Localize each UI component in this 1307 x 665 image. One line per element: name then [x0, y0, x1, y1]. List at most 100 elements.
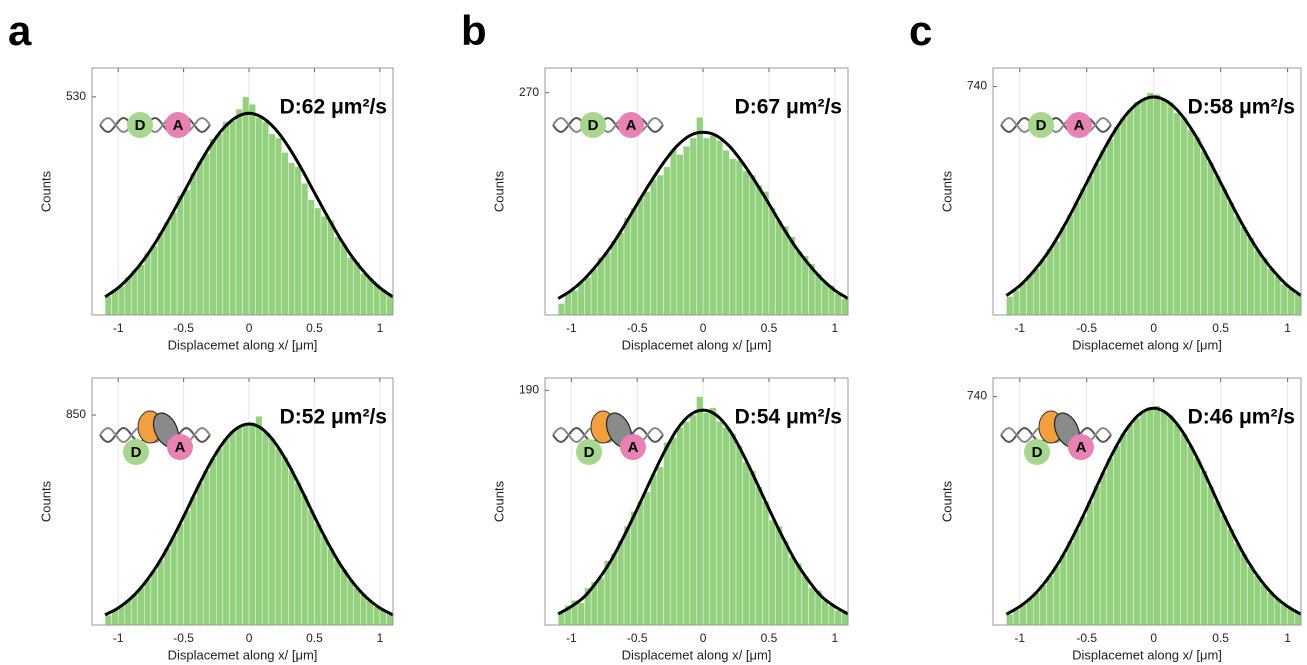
y-axis-label: Counts [38, 480, 53, 522]
acceptor-label: A [173, 117, 184, 134]
bar [209, 458, 217, 626]
x-tick-label: 0.5 [1212, 631, 1229, 645]
bar [1280, 604, 1288, 626]
bar [1073, 529, 1081, 626]
helix-strand [1000, 116, 1112, 134]
bar [597, 257, 605, 316]
bar [623, 526, 631, 626]
bar [196, 482, 204, 626]
bar [775, 220, 783, 316]
bar [755, 486, 763, 626]
bar [557, 303, 565, 316]
donor-label: D [135, 117, 146, 134]
bar [1126, 424, 1134, 626]
bar [222, 121, 230, 316]
x-tick-label: 0 [246, 631, 253, 645]
x-tick-label: 1 [377, 321, 384, 335]
donor-label: D [131, 444, 142, 461]
bar [637, 197, 645, 316]
bar [669, 437, 677, 626]
bar [327, 548, 335, 626]
plot-frame [544, 377, 849, 626]
bar [1274, 276, 1282, 316]
bar [571, 290, 579, 316]
bar [137, 264, 145, 316]
bar [1079, 188, 1087, 316]
x-tick-label: 0 [246, 321, 253, 335]
bar [196, 161, 204, 316]
x-tick-label: -1 [566, 321, 577, 335]
x-tick-label: 0 [1150, 321, 1157, 335]
bar [1140, 411, 1148, 626]
x-tick-label: -1 [113, 631, 124, 645]
bar [604, 252, 612, 316]
bar [1053, 240, 1061, 316]
donor [127, 112, 153, 138]
plot-frame [91, 67, 394, 316]
bar [255, 416, 263, 626]
x-tick-label: 0 [700, 631, 707, 645]
bar [137, 587, 145, 626]
bar [709, 407, 717, 626]
bar [676, 154, 684, 316]
y-axis-label: Counts [491, 480, 506, 522]
x-axis-label: Displacemet along x/ [μm] [622, 647, 772, 662]
bar [1200, 151, 1208, 316]
bar [1253, 249, 1262, 316]
bar [610, 240, 618, 316]
bar [702, 412, 710, 626]
bar [176, 523, 184, 626]
donor-label: D [588, 117, 599, 134]
bar [1026, 598, 1034, 626]
bar [353, 262, 361, 316]
x-tick-label: -0.5 [173, 321, 194, 335]
y-tick-label: 740 [967, 79, 987, 93]
bar [1126, 109, 1134, 316]
helix-strand [99, 116, 211, 134]
bar [1227, 202, 1235, 316]
donor [1028, 112, 1054, 138]
bar [748, 174, 756, 316]
bar [301, 495, 309, 626]
bar [722, 427, 730, 626]
bar [1032, 592, 1041, 626]
bar [1193, 137, 1201, 316]
bar [157, 560, 165, 626]
annotation: D:58 μm²/s [1188, 96, 1295, 119]
fit-curve [104, 111, 394, 299]
bar [360, 273, 368, 316]
bar [834, 293, 842, 316]
bar [1267, 268, 1275, 316]
bar [828, 605, 836, 626]
bar [261, 432, 269, 626]
bar [841, 298, 849, 316]
fit-curve [1005, 95, 1302, 297]
bar [1140, 98, 1148, 316]
bar [1207, 161, 1215, 316]
bar [346, 579, 354, 626]
x-tick-label: 1 [831, 321, 838, 335]
bar [176, 195, 184, 316]
bar [656, 174, 664, 316]
bar [808, 587, 816, 626]
donor-label: D [1032, 444, 1043, 461]
panel-label: c [909, 7, 932, 54]
bar [1253, 575, 1262, 626]
bar [104, 614, 112, 626]
donor-label: D [1036, 117, 1047, 134]
helix-strand [99, 116, 211, 134]
bar [1113, 126, 1121, 316]
bar [814, 273, 822, 316]
bar [307, 509, 315, 626]
x-axis-label: Displacemet along x/ [μm] [622, 337, 772, 352]
bar [294, 482, 302, 626]
bar [630, 207, 638, 316]
bar [1099, 471, 1108, 626]
bar [1046, 248, 1054, 316]
bar [742, 170, 750, 316]
bar [1073, 202, 1081, 316]
bar [1193, 458, 1201, 626]
